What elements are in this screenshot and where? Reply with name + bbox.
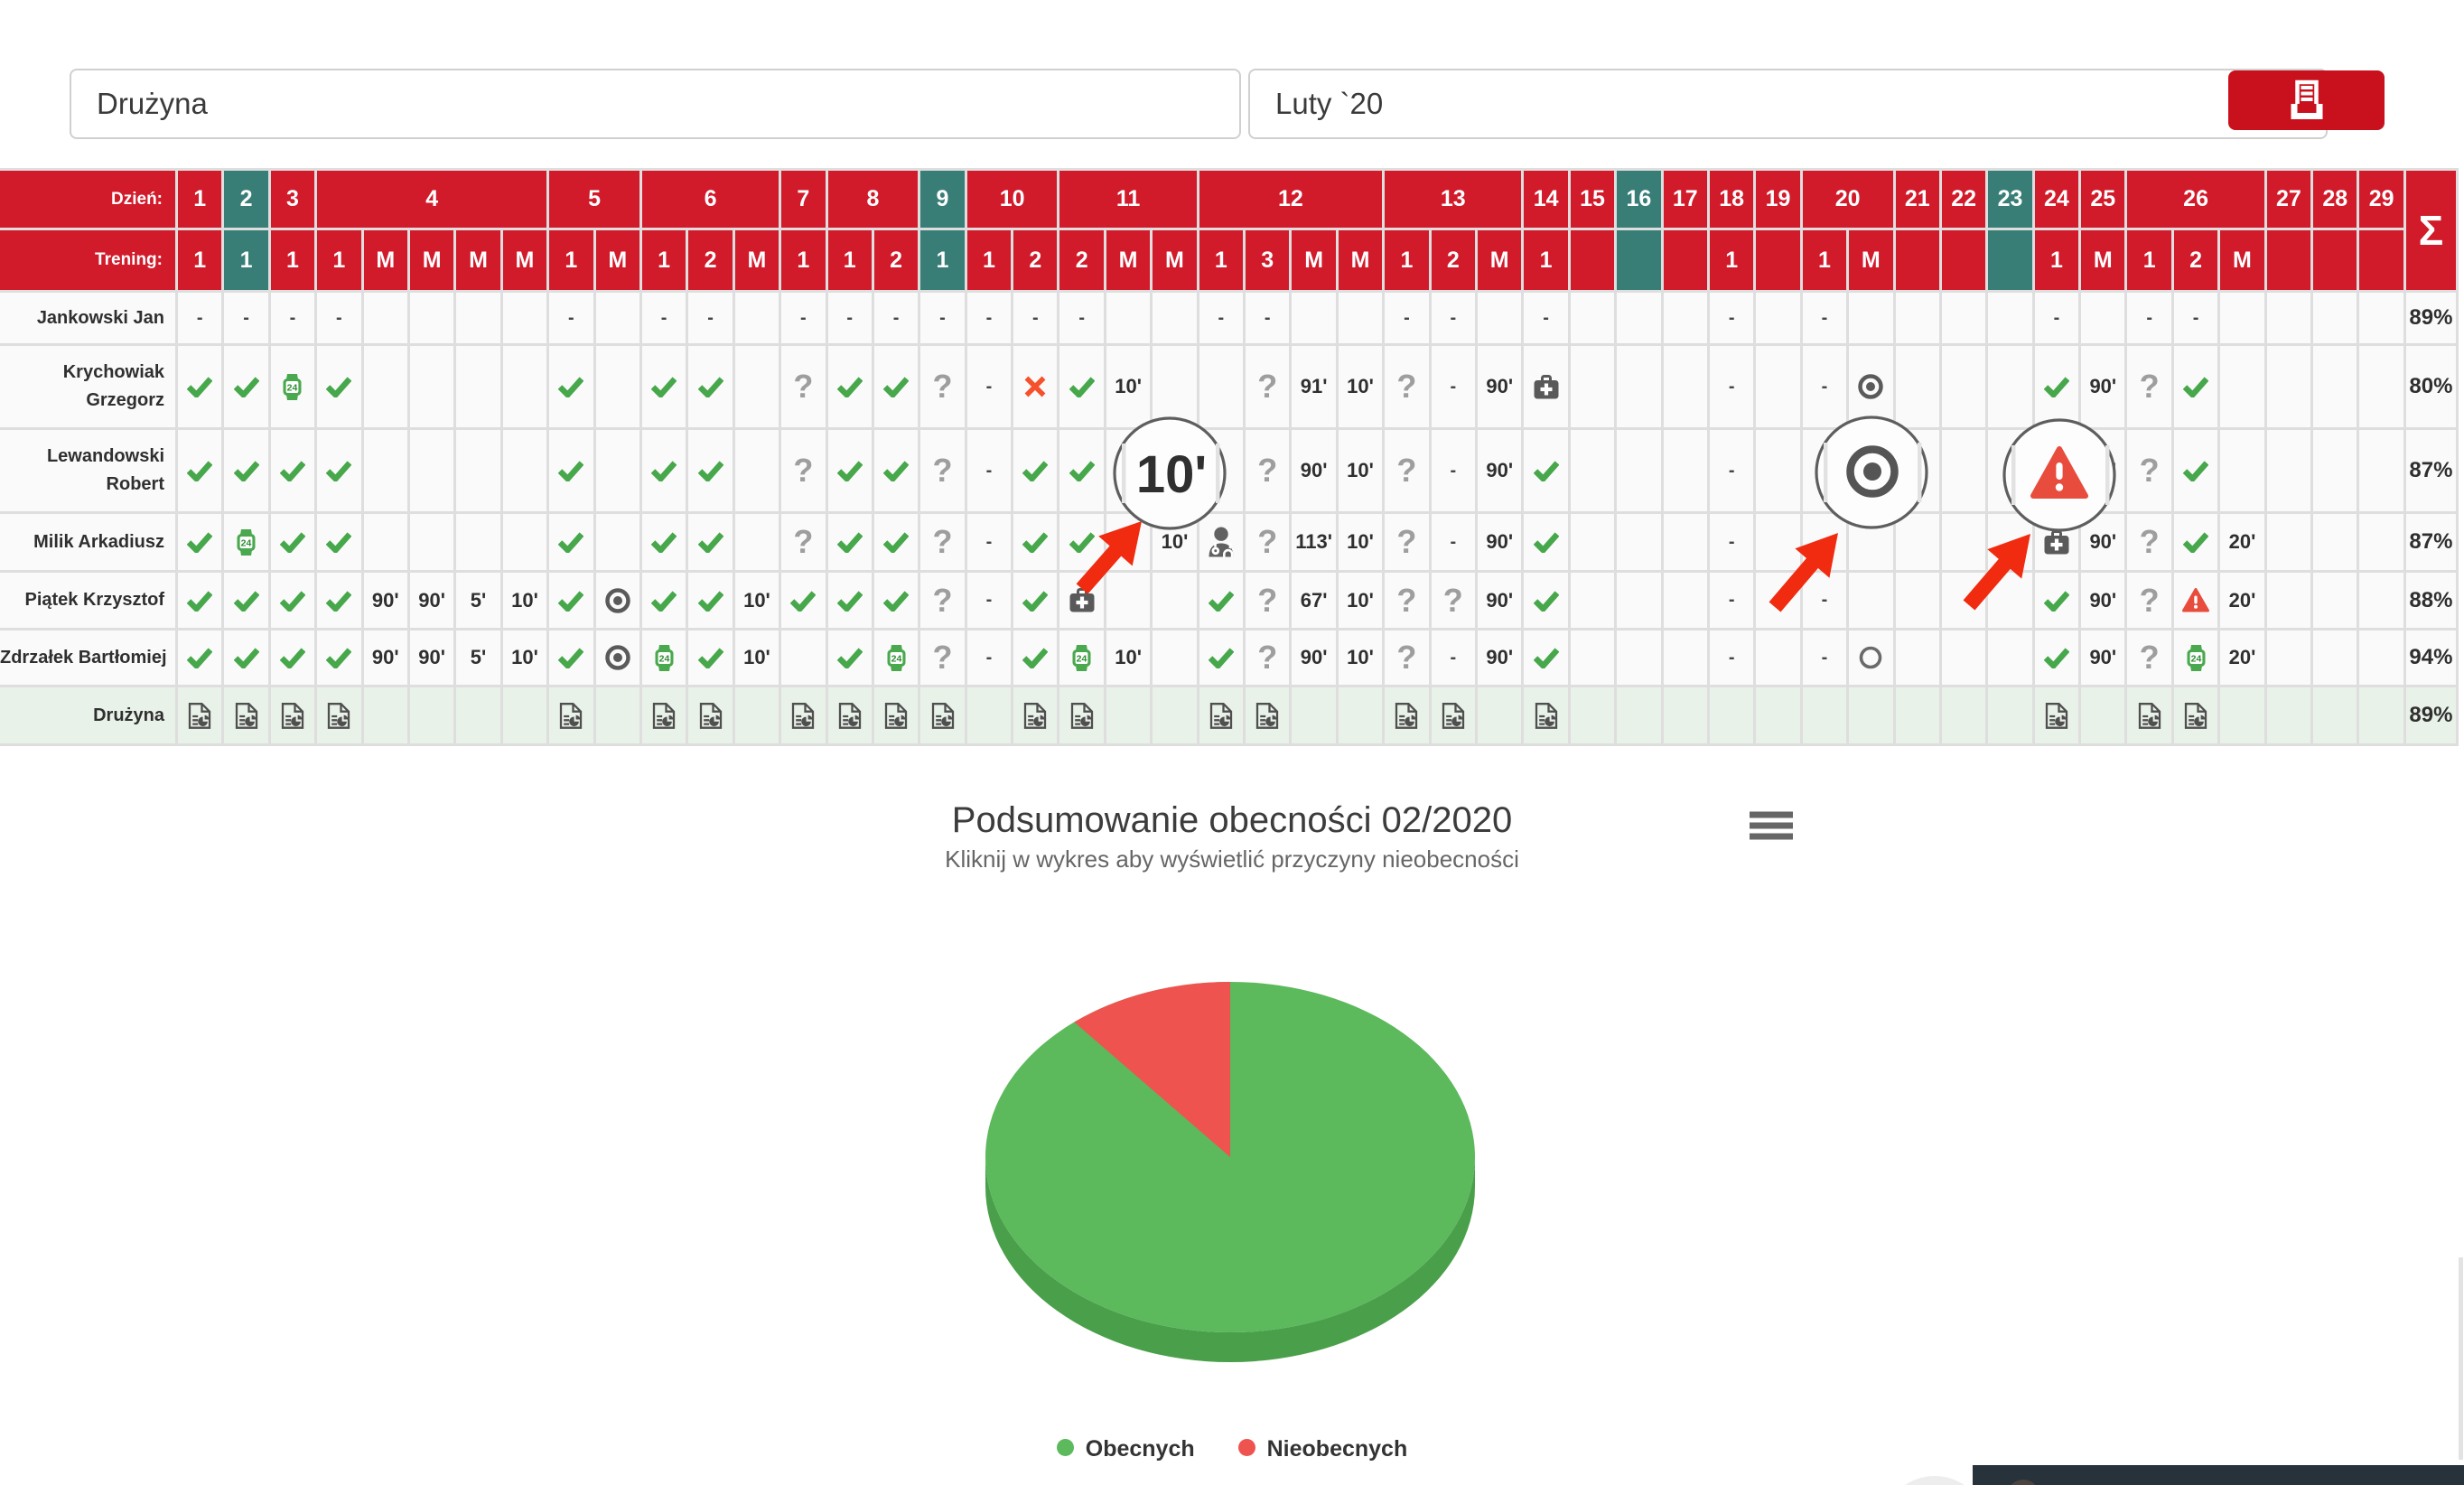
svg-text:24: 24 (1077, 653, 1087, 664)
svg-text:24: 24 (891, 653, 901, 664)
svg-text:24: 24 (287, 382, 298, 393)
svg-text:24: 24 (2190, 653, 2201, 664)
svg-text:24: 24 (241, 537, 252, 548)
svg-text:24: 24 (658, 653, 669, 664)
